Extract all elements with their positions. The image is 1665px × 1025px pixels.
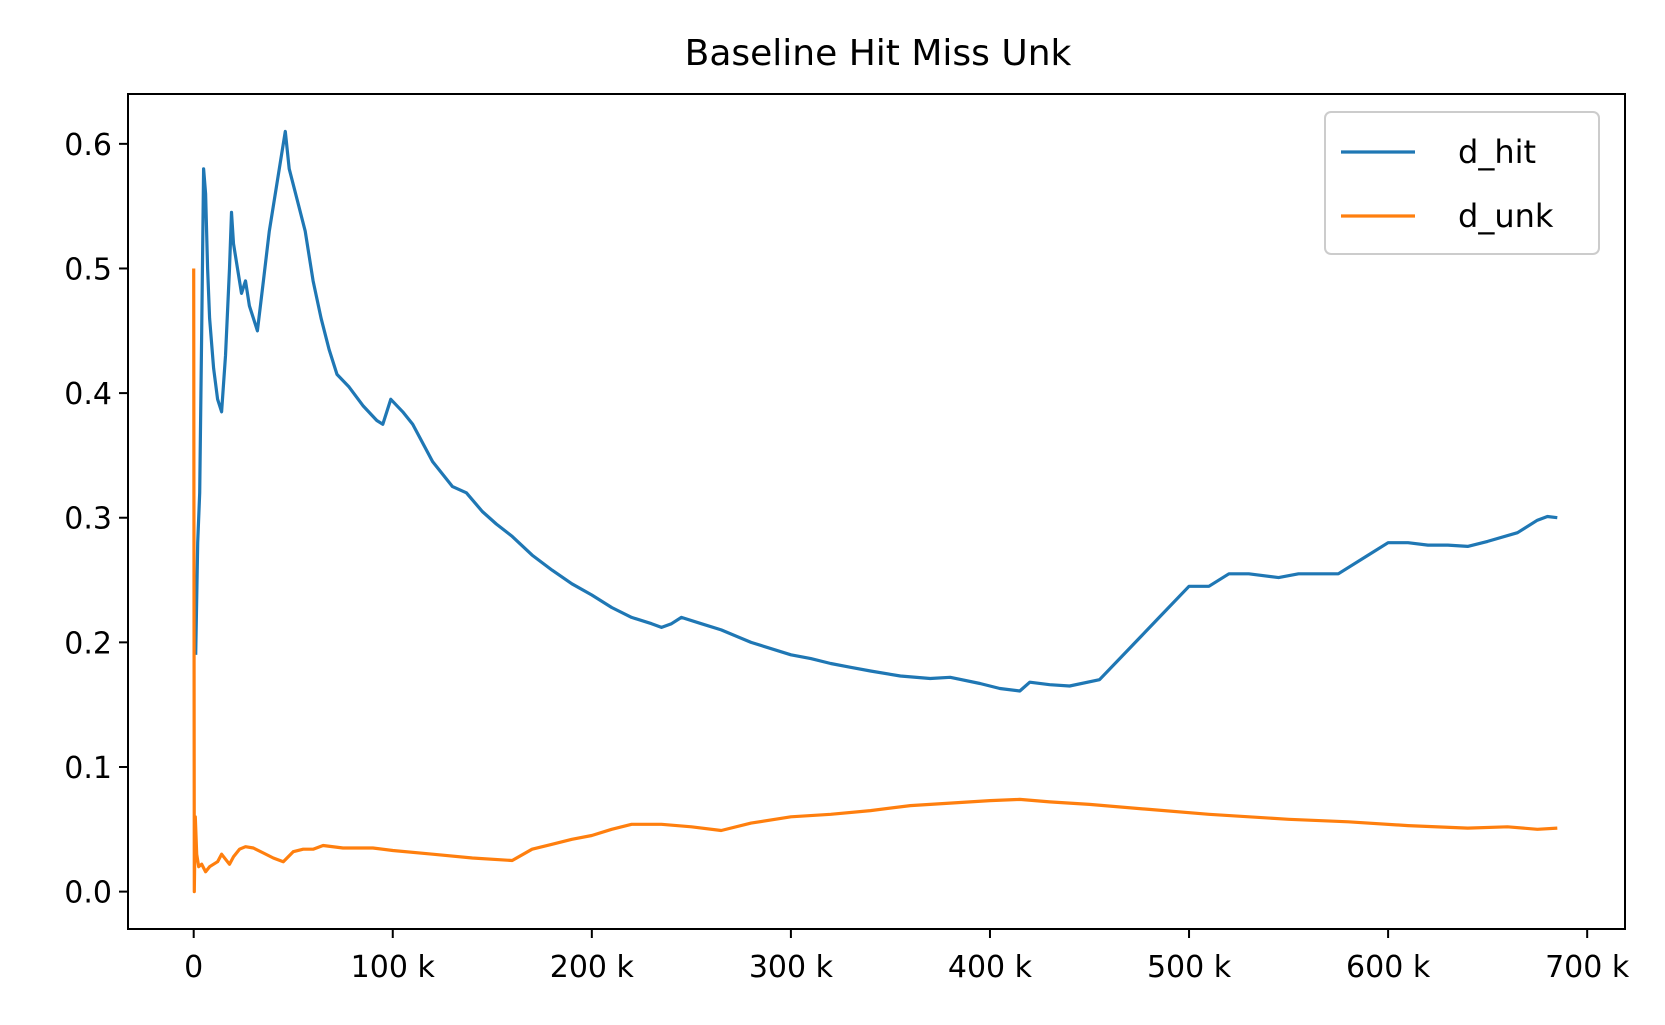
x-tick-label: 600 k [1346,950,1431,985]
y-tick-label: 0.5 [64,252,112,287]
y-tick-label: 0.4 [64,377,112,412]
legend-label: d_unk [1458,197,1554,235]
y-tick-label: 0.2 [64,626,112,661]
plot-frame [127,93,1626,930]
chart-title: Baseline Hit Miss Unk [685,33,1072,74]
x-tick-label: 300 k [749,950,834,985]
y-tick-label: 0.6 [64,128,112,163]
y-tick-label: 0.0 [64,876,112,911]
legend-label: d_hit [1458,133,1536,171]
series-line-d-unk [192,268,1558,894]
series-layer [192,129,1558,894]
x-tick-label: 700 k [1545,950,1630,985]
x-tick-label: 400 k [948,950,1033,985]
series-line-d-hit [194,129,1558,693]
x-tick-label: 200 k [550,950,635,985]
tick-layer: 0 100 k 200 k 300 k 400 k 500 k 600 k 700 k 0.0 0… [64,128,1630,985]
legend-box [1324,111,1600,255]
y-tick-label: 0.3 [64,502,112,537]
x-tick-label: 0 [184,950,203,985]
x-tick-label: 100 k [351,950,436,985]
legend: d_hit d_unk [1324,111,1600,255]
y-tick-label: 0.1 [64,751,112,786]
x-tick-label: 500 k [1147,950,1232,985]
